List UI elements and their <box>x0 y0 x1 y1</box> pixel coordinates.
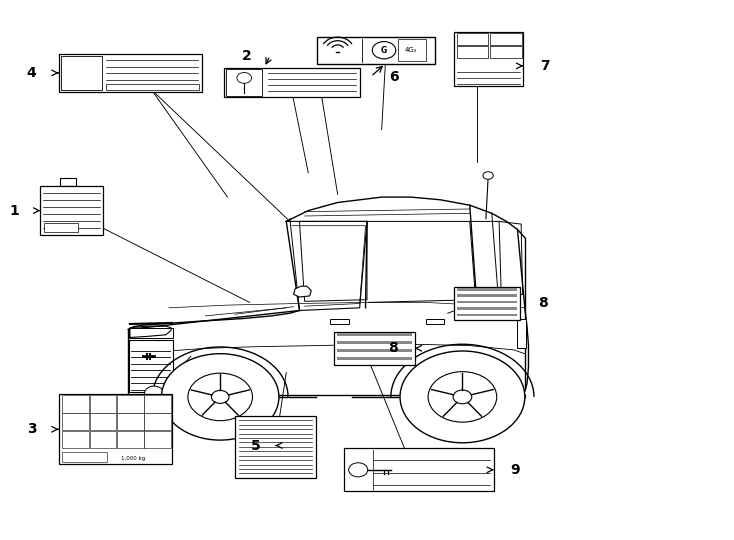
Polygon shape <box>294 286 311 297</box>
Text: 1,000 kg: 1,000 kg <box>120 456 145 461</box>
Bar <box>337 333 412 336</box>
Bar <box>106 84 199 90</box>
Bar <box>337 341 412 345</box>
Bar <box>235 416 316 478</box>
Bar <box>224 68 360 97</box>
Bar <box>454 287 520 320</box>
Bar <box>457 294 517 297</box>
Bar <box>59 394 172 464</box>
Bar <box>117 413 144 430</box>
Bar <box>40 186 103 235</box>
Bar <box>117 431 144 448</box>
Bar <box>334 332 415 365</box>
Bar <box>337 357 412 361</box>
Bar <box>59 54 202 92</box>
Circle shape <box>400 351 525 443</box>
Bar <box>145 395 171 413</box>
Circle shape <box>161 354 279 440</box>
Bar <box>62 451 107 462</box>
Bar <box>145 413 171 430</box>
Bar <box>517 319 526 348</box>
Bar <box>317 37 435 64</box>
Text: 6: 6 <box>389 70 399 84</box>
Text: 8: 8 <box>388 341 399 355</box>
Bar <box>129 340 173 392</box>
Bar <box>60 178 76 186</box>
Circle shape <box>483 172 493 179</box>
Bar <box>62 413 89 430</box>
Bar <box>145 431 171 448</box>
Text: 5: 5 <box>250 438 261 453</box>
Circle shape <box>237 72 252 83</box>
Bar <box>490 46 522 58</box>
Bar <box>90 413 116 430</box>
Text: 2: 2 <box>241 49 252 63</box>
Bar <box>226 69 262 96</box>
Bar <box>454 32 523 86</box>
Circle shape <box>428 372 497 422</box>
Bar <box>61 56 102 90</box>
Bar <box>330 319 349 324</box>
Text: 3: 3 <box>26 422 37 436</box>
Bar <box>62 395 89 413</box>
Bar <box>90 395 116 413</box>
Circle shape <box>188 373 252 421</box>
Bar <box>457 288 517 291</box>
Text: 4: 4 <box>26 66 37 80</box>
Bar <box>129 328 173 338</box>
Bar <box>426 319 444 324</box>
Bar <box>398 39 426 61</box>
Bar <box>457 301 517 303</box>
Bar <box>44 224 79 232</box>
Bar <box>457 33 489 45</box>
Text: 7: 7 <box>539 59 550 73</box>
Circle shape <box>372 42 396 59</box>
Bar <box>490 33 522 45</box>
Circle shape <box>349 463 368 477</box>
Bar <box>457 307 517 310</box>
Bar <box>457 46 489 58</box>
Text: 9: 9 <box>510 463 520 477</box>
Bar <box>337 349 412 352</box>
Text: 8: 8 <box>538 296 548 310</box>
Circle shape <box>145 386 164 400</box>
Bar <box>90 431 116 448</box>
Bar <box>117 395 144 413</box>
Text: 1: 1 <box>10 204 20 218</box>
Bar <box>62 431 89 448</box>
Bar <box>344 448 494 491</box>
Circle shape <box>211 390 229 403</box>
Text: G: G <box>381 46 387 55</box>
Text: 4G₂: 4G₂ <box>404 47 418 53</box>
Circle shape <box>453 390 472 404</box>
Bar <box>457 314 517 316</box>
